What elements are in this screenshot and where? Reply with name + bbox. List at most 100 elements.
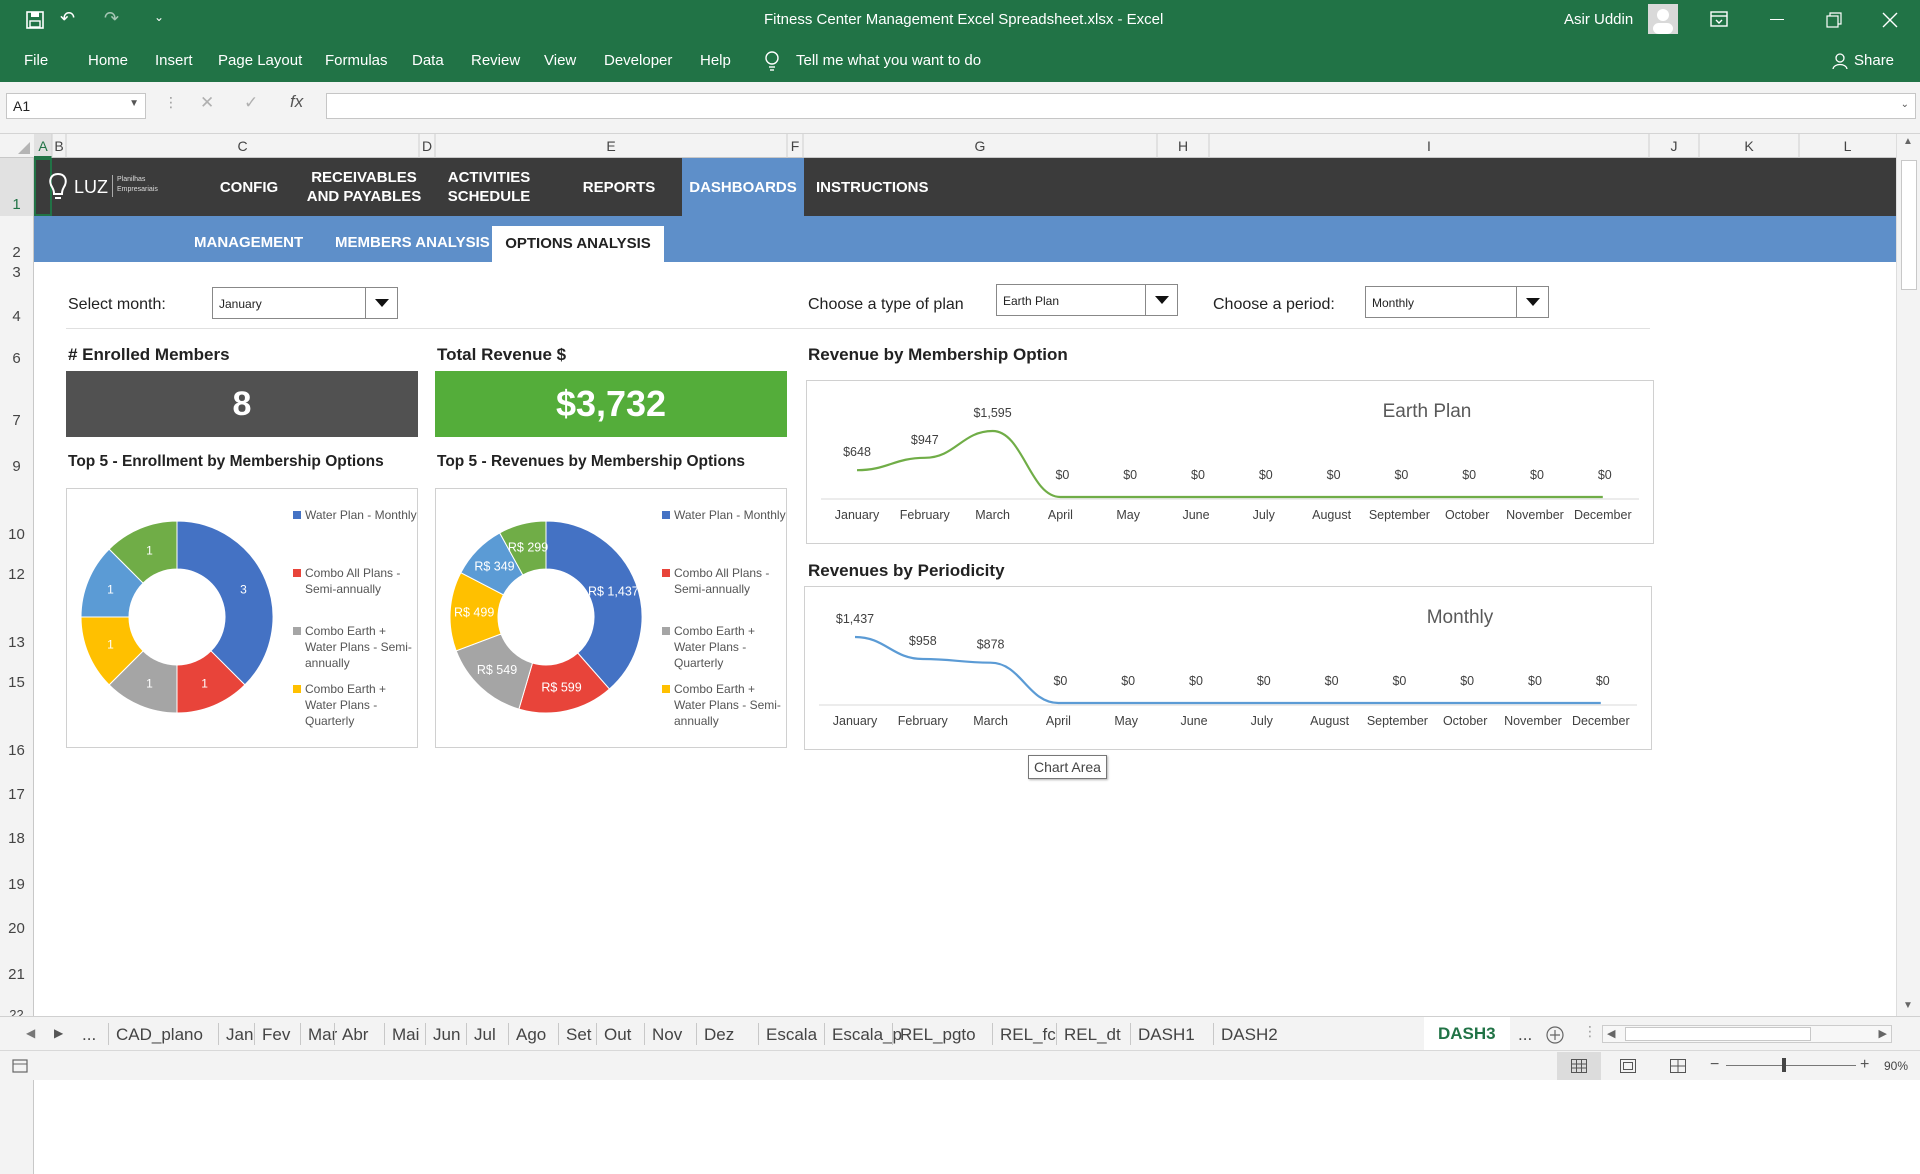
column-header-k[interactable]: K [1699,134,1799,158]
sheet-tab[interactable]: Fev [262,1025,291,1044]
name-box-dropdown-icon[interactable]: ▼ [129,98,139,109]
menu-help[interactable]: Help [700,52,731,69]
nav-receivables-payables[interactable]: RECEIVABLES AND PAYABLES [306,169,422,205]
customize-qat-icon[interactable]: ⌄ [154,10,165,24]
nav-config[interactable]: CONFIG [219,179,279,196]
redo-icon[interactable]: ↷ [104,8,120,28]
tell-me-search[interactable]: Tell me what you want to do [796,52,982,69]
normal-view-button[interactable] [1557,1052,1601,1080]
splitter-icon[interactable]: ⋮ [1583,1023,1597,1039]
page-break-view-icon[interactable] [1670,1059,1686,1073]
scroll-up-icon[interactable]: ▲ [1903,136,1913,147]
scroll-down-icon[interactable]: ▼ [1903,1000,1913,1011]
menu-page-layout[interactable]: Page Layout [218,52,303,69]
horizontal-scrollbar[interactable]: ◀ ▶ [1602,1025,1892,1043]
row-header-10[interactable]: 10 [0,480,34,548]
zoom-slider-handle[interactable] [1782,1058,1786,1072]
nav-activities-schedule[interactable]: ACTIVITIES SCHEDULE [447,169,531,205]
plan-select[interactable]: Earth Plan [996,284,1178,316]
scroll-right-icon[interactable]: ▶ [54,1026,64,1040]
insert-function-icon[interactable]: fx [290,92,304,111]
revenue-by-option-plot[interactable]: Earth Plan January $648 February $947 March $1… [807,381,1653,543]
revenues-by-periodicity-plot[interactable]: Monthly January $1,437 February $958 March $87… [805,587,1651,749]
ribbon-display-icon[interactable] [1710,11,1728,27]
revenues-donut[interactable]: R$ 1,437 R$ 599 R$ 549 R$ 499 R$ 349 R$ 299 [436,489,656,747]
undo-icon[interactable]: ↶ [60,8,76,28]
sheet-tab[interactable]: Escala [766,1025,818,1044]
hscroll-right-icon[interactable]: ▶ [1878,1028,1887,1040]
vertical-scrollbar[interactable]: ▲ ▼ [1896,134,1920,1016]
sheet-tab[interactable]: REL_fc [1000,1025,1056,1044]
more-sheets-icon[interactable]: ... [1518,1025,1533,1044]
menu-home[interactable]: Home [88,52,129,69]
subtab-members-analysis[interactable]: MEMBERS ANALYSIS [335,234,490,251]
menu-insert[interactable]: Insert [155,52,193,69]
row-header-6[interactable]: 6 [0,330,34,372]
close-icon[interactable] [1882,12,1898,28]
user-name[interactable]: Asir Uddin [1564,11,1634,28]
enrollment-donut[interactable]: 3 1 1 1 1 1 [67,489,287,747]
add-sheet-icon[interactable] [1546,1026,1564,1044]
sheet-tab[interactable]: Ago [516,1025,547,1044]
donut-slice[interactable] [108,520,178,584]
sheet-tab[interactable]: Escala_p [832,1025,902,1044]
zoom-level[interactable]: 90% [1884,1059,1909,1073]
sheet-tab-active[interactable]: DASH3 [1424,1017,1510,1053]
column-header-j[interactable]: J [1649,134,1699,158]
column-header-f[interactable]: F [787,134,803,158]
subtab-management[interactable]: MANAGEMENT [194,234,304,251]
nav-instructions[interactable]: INSTRUCTIONS [816,179,929,196]
macro-record-icon[interactable] [12,1059,28,1073]
nav-reports[interactable]: REPORTS [582,179,656,196]
confirm-entry-icon[interactable]: ✓ [244,93,259,112]
row-header-17[interactable]: 17 [0,764,34,808]
column-header-c[interactable]: C [66,134,419,158]
zoom-out-icon[interactable]: − [1710,1056,1720,1073]
revenues-by-periodicity-chart[interactable]: Monthly January $1,437 February $958 March $87… [804,586,1652,750]
zoom-in-icon[interactable]: + [1860,1056,1870,1073]
row-header-3[interactable]: 3 [0,262,34,284]
share-button[interactable]: Share [1854,52,1895,69]
scroll-left-icon[interactable]: ◀ [26,1026,36,1040]
nav-dashboards[interactable]: DASHBOARDS [682,158,804,216]
formula-input[interactable]: ⌄ [326,93,1916,119]
sheet-tab[interactable]: Abr [342,1025,369,1044]
sheet-tab[interactable]: Jan [226,1025,254,1044]
restore-icon[interactable] [1826,12,1842,28]
column-header-b[interactable]: B [52,134,66,158]
row-header-4[interactable]: 4 [0,284,34,330]
period-select[interactable]: Monthly [1365,286,1549,318]
row-header-19[interactable]: 19 [0,852,34,898]
revenue-by-option-chart[interactable]: Earth Plan January $648 February $947 March $1… [806,380,1654,544]
row-header-12[interactable]: 12 [0,548,34,588]
menu-view[interactable]: View [544,52,577,69]
hscroll-left-icon[interactable]: ◀ [1607,1028,1616,1040]
column-header-l[interactable]: L [1799,134,1896,158]
share-icon[interactable] [1832,53,1848,69]
menu-formulas[interactable]: Formulas [325,52,388,69]
sheet-tab[interactable]: Nov [652,1025,683,1044]
column-header-d[interactable]: D [419,134,435,158]
vertical-scroll-thumb[interactable] [1901,160,1917,290]
sheet-tab[interactable]: REL_pgto [900,1025,976,1044]
zoom-slider-track[interactable] [1726,1065,1856,1066]
chevron-down-icon[interactable] [1516,287,1548,317]
chevron-down-icon[interactable] [365,288,397,318]
horizontal-scroll-thumb[interactable] [1625,1027,1811,1041]
menu-review[interactable]: Review [471,52,521,69]
row-header-20[interactable]: 20 [0,898,34,942]
sheet-tab[interactable]: DASH2 [1221,1025,1278,1044]
menu-data[interactable]: Data [412,52,444,69]
row-header-16[interactable]: 16 [0,696,34,764]
sheet-tab[interactable]: Dez [704,1025,735,1044]
sheet-tab[interactable]: REL_dt [1064,1025,1121,1044]
column-header-i[interactable]: I [1209,134,1649,158]
row-header-21[interactable]: 21 [0,942,34,986]
donut-slice[interactable] [499,520,547,576]
select-all-corner[interactable] [0,134,34,158]
subtab-options-analysis[interactable]: OPTIONS ANALYSIS [492,226,664,262]
row-header-18[interactable]: 18 [0,808,34,852]
row-header-9[interactable]: 9 [0,434,34,480]
page-layout-view-icon[interactable] [1620,1059,1636,1073]
column-header-g[interactable]: G [803,134,1157,158]
